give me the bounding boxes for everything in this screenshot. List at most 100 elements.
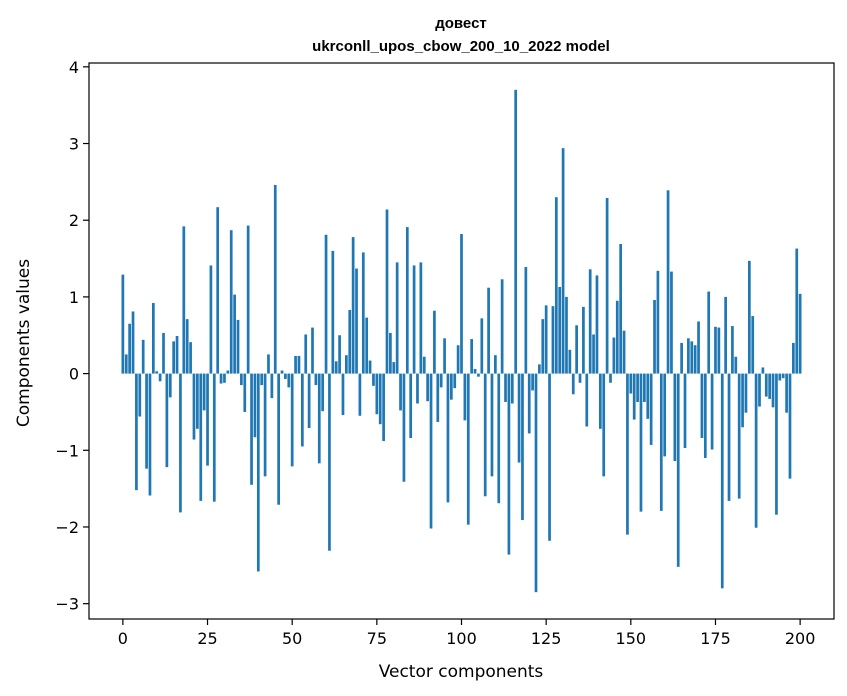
bar-192 bbox=[771, 373, 775, 408]
bar-92 bbox=[433, 310, 436, 374]
bar-71 bbox=[361, 252, 365, 374]
bar-157 bbox=[653, 299, 656, 374]
bar-139 bbox=[592, 334, 595, 374]
bar-112 bbox=[500, 279, 504, 374]
x-tick-label: 50 bbox=[282, 629, 302, 648]
bar-140 bbox=[595, 275, 599, 374]
y-tick-label: 2 bbox=[69, 211, 79, 230]
bar-41 bbox=[260, 373, 264, 386]
bar-95 bbox=[443, 338, 446, 374]
bar-57 bbox=[314, 373, 318, 386]
x-tick-label: 0 bbox=[118, 629, 128, 648]
bar-4 bbox=[135, 373, 138, 491]
bar-144 bbox=[609, 373, 612, 383]
bar-109 bbox=[490, 373, 494, 477]
y-axis-ticks: −3 −2 −1 0 1 2 3 4 bbox=[55, 58, 89, 614]
bar-20 bbox=[189, 342, 192, 374]
bar-13 bbox=[165, 373, 169, 468]
bar-133 bbox=[571, 373, 575, 395]
x-tick-label: 100 bbox=[446, 629, 477, 648]
bars bbox=[121, 89, 802, 593]
bar-184 bbox=[744, 373, 748, 413]
bar-43 bbox=[267, 354, 270, 374]
bar-19 bbox=[185, 319, 189, 374]
x-tick-label: 175 bbox=[700, 629, 731, 648]
bar-5 bbox=[138, 373, 142, 417]
bar-65 bbox=[341, 373, 345, 415]
bar-53 bbox=[300, 373, 304, 447]
bar-24 bbox=[202, 373, 206, 411]
bar-14 bbox=[168, 373, 172, 398]
bar-146 bbox=[615, 300, 619, 374]
bar-116 bbox=[514, 89, 518, 374]
bar-153 bbox=[639, 373, 643, 512]
bar-87 bbox=[416, 373, 419, 404]
bar-179 bbox=[727, 373, 731, 501]
bar-72 bbox=[365, 317, 369, 374]
bar-156 bbox=[649, 373, 653, 445]
bar-23 bbox=[199, 373, 203, 501]
bar-131 bbox=[565, 296, 568, 374]
bar-36 bbox=[243, 373, 247, 412]
bar-45 bbox=[273, 184, 277, 374]
bar-49 bbox=[287, 373, 291, 388]
bar-151 bbox=[632, 373, 636, 420]
bar-137 bbox=[585, 373, 589, 427]
bar-154 bbox=[643, 373, 646, 402]
bar-58 bbox=[317, 373, 321, 464]
bar-89 bbox=[422, 356, 426, 374]
bar-55 bbox=[307, 373, 311, 429]
bar-173 bbox=[707, 291, 711, 374]
bar-174 bbox=[710, 373, 714, 450]
bar-180 bbox=[731, 326, 734, 374]
bar-185 bbox=[747, 260, 751, 374]
bar-197 bbox=[788, 373, 792, 479]
bar-93 bbox=[436, 373, 440, 422]
bar-52 bbox=[297, 355, 301, 374]
bar-28 bbox=[216, 207, 220, 374]
bar-90 bbox=[426, 373, 429, 402]
bar-78 bbox=[385, 209, 389, 374]
bar-183 bbox=[741, 373, 744, 428]
bar-2 bbox=[128, 323, 131, 374]
bar-148 bbox=[622, 330, 626, 374]
bar-74 bbox=[372, 373, 375, 386]
bar-193 bbox=[775, 373, 778, 515]
bar-105 bbox=[477, 373, 480, 377]
bar-149 bbox=[626, 373, 629, 535]
bar-199 bbox=[795, 248, 799, 374]
bar-64 bbox=[338, 335, 341, 374]
bar-118 bbox=[521, 373, 524, 521]
y-axis-label: Components values bbox=[14, 259, 34, 427]
bar-7 bbox=[145, 373, 148, 469]
bar-88 bbox=[419, 262, 423, 374]
bar-141 bbox=[598, 373, 602, 429]
bar-29 bbox=[219, 373, 223, 384]
bar-127 bbox=[551, 306, 555, 374]
bar-172 bbox=[703, 373, 707, 458]
bar-171 bbox=[700, 373, 704, 439]
bar-80 bbox=[392, 362, 396, 374]
bar-130 bbox=[561, 148, 565, 374]
bar-128 bbox=[554, 197, 558, 374]
bar-18 bbox=[182, 226, 186, 374]
bar-44 bbox=[270, 373, 274, 399]
bar-168 bbox=[690, 341, 694, 374]
x-axis-label: Vector components bbox=[379, 662, 544, 682]
bar-40 bbox=[256, 373, 260, 572]
bar-6 bbox=[141, 339, 145, 374]
x-tick-label: 200 bbox=[785, 629, 816, 648]
bar-132 bbox=[568, 349, 572, 374]
bar-35 bbox=[240, 373, 243, 386]
bar-10 bbox=[155, 371, 159, 374]
bar-97 bbox=[449, 373, 453, 400]
bar-176 bbox=[717, 327, 721, 374]
x-axis-ticks: 0 25 50 75 100 125 150 175 200 bbox=[118, 619, 816, 648]
bar-16 bbox=[175, 336, 179, 374]
bar-27 bbox=[212, 373, 216, 502]
bar-124 bbox=[541, 319, 545, 374]
bar-191 bbox=[768, 373, 772, 399]
y-tick-label: −1 bbox=[55, 441, 79, 460]
bar-102 bbox=[466, 373, 470, 525]
chart-title-line-1: довест bbox=[435, 15, 487, 32]
